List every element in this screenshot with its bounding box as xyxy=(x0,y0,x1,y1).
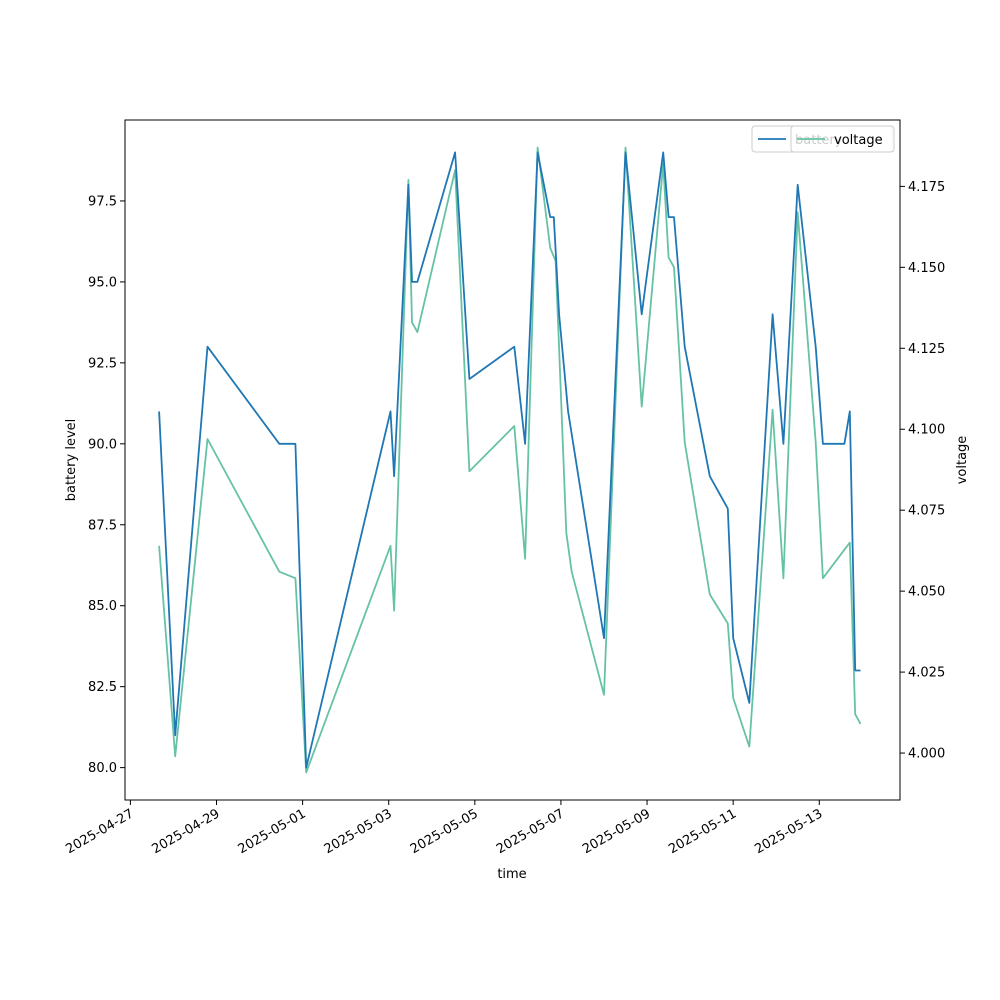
legend-label-voltage: voltage xyxy=(834,133,883,148)
y2-tick-label: 4.075 xyxy=(908,504,945,519)
y-axis-right: 4.000 4.025 4.050 4.075 4.100 4.125 4.150 4.175 xyxy=(900,180,945,762)
x-tick-label: 2025-05-13 xyxy=(752,806,825,857)
legend-box-voltage xyxy=(790,125,895,153)
y-tick-label: 87.5 xyxy=(88,518,117,533)
y-tick-label: 80.0 xyxy=(88,761,117,776)
x-axis: 2025-04-27 2025-04-29 2025-05-01 2025-05-03… xyxy=(63,800,825,857)
x-axis-label: time xyxy=(497,867,526,882)
y2-tick-label: 4.150 xyxy=(908,261,945,276)
y2-axis-label: voltage xyxy=(955,436,970,485)
y-tick-label: 82.5 xyxy=(88,680,117,695)
y-axis-left: 80.0 82.5 85.0 87.5 90.0 92.5 95.0 97.5 xyxy=(88,194,125,776)
y2-tick-label: 4.025 xyxy=(908,666,945,681)
series-line-battery xyxy=(158,151,861,769)
x-tick-label: 2025-04-27 xyxy=(63,806,136,857)
y2-tick-label: 4.175 xyxy=(908,180,945,195)
x-tick-label: 2025-05-07 xyxy=(494,806,567,857)
y-tick-label: 92.5 xyxy=(88,356,117,371)
x-tick-label: 2025-05-09 xyxy=(580,806,653,857)
y2-tick-label: 4.125 xyxy=(908,342,945,357)
legend: batteryvoltage xyxy=(751,125,895,153)
series-lines xyxy=(158,146,862,774)
y-tick-label: 85.0 xyxy=(88,599,117,614)
x-tick-label: 2025-05-05 xyxy=(408,806,481,857)
x-tick-label: 2025-04-29 xyxy=(150,806,223,857)
y-tick-label: 97.5 xyxy=(88,194,117,209)
y2-tick-label: 4.000 xyxy=(908,747,945,762)
y-tick-label: 90.0 xyxy=(88,437,117,452)
plot-frame xyxy=(124,119,901,801)
x-tick-label: 2025-05-01 xyxy=(236,806,309,857)
x-tick-label: 2025-05-03 xyxy=(322,806,395,857)
y2-tick-label: 4.100 xyxy=(908,423,945,438)
y-axis-label: battery level xyxy=(64,419,79,502)
series-line-voltage xyxy=(158,146,862,774)
x-tick-label: 2025-05-11 xyxy=(666,806,739,857)
y2-tick-label: 4.050 xyxy=(908,585,945,600)
y-tick-label: 95.0 xyxy=(88,275,117,290)
